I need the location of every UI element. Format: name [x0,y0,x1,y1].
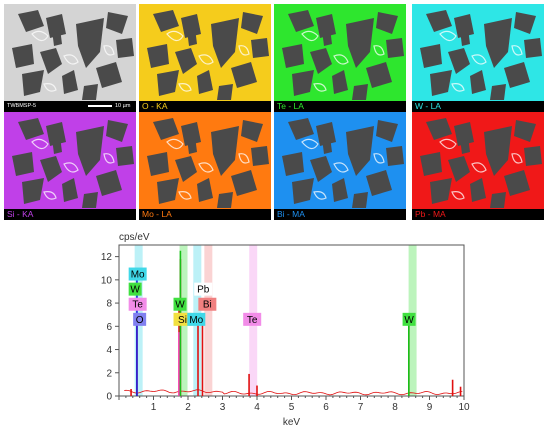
element-label-text: Pb [197,285,210,296]
element-map-caption: O - KA [142,101,168,111]
eds-spectrum-chart: 0 2 4 6 8 10 12 1 2 3 4 5 6 7 8 9 10 cps/eV keV Mo W Te O W Si Pb… [86,228,476,435]
element-label: W [128,282,142,296]
y-tick-label: 10 [101,275,113,286]
element-label-box [133,312,147,326]
x-tick-label: 10 [458,402,470,413]
element-label-text: W [175,300,185,311]
element-label-box [402,312,416,326]
element-label-box [243,312,262,326]
element-label: Mo [187,312,206,326]
y-axis-title: cps/eV [119,232,150,243]
x-tick-label: 9 [427,402,433,413]
caption-bar [274,101,406,112]
element-label: O [133,312,147,326]
map-image [4,4,136,101]
element-map-caption: Pb - MA [415,209,446,219]
element-map-w: W - LA [412,4,544,112]
map-image [4,112,136,209]
element-map-pb: Pb - MA [412,112,544,220]
x-tick-label: 8 [392,402,398,413]
x-tick-label: 7 [358,402,364,413]
element-label-text: W [404,315,414,326]
sample-id-label: TWBMSP-5 [7,103,37,109]
x-axis-title: keV [283,417,301,428]
y-tick-label: 12 [101,252,113,263]
y-tick-label: 6 [106,322,112,333]
scale-bar [88,105,112,107]
caption-bar [274,209,406,220]
x-tick-label: 3 [220,402,226,413]
y-tick-label: 8 [106,299,112,310]
y-tick-label: 4 [106,345,112,356]
element-map-caption: Si - KA [7,209,34,219]
element-label-box [128,282,142,296]
element-map-caption: Mo - LA [142,209,172,219]
element-label-text: O [136,315,144,326]
element-map-te: Te - LA [274,4,406,112]
element-label-box [128,297,147,311]
caption-bar [4,209,136,220]
caption-bar [412,101,544,112]
map-image [412,4,544,101]
x-tick-label: 2 [185,402,191,413]
element-label: W [173,297,187,311]
element-label-box [128,267,147,281]
element-label-text: W [130,285,140,296]
element-label-text: Mo [189,315,203,326]
caption-bar [139,209,271,220]
element-map-caption: Bi - MA [277,209,305,219]
element-label-text: Mo [131,270,145,281]
element-label-box [173,312,192,326]
element-label-text: Bi [203,300,212,311]
element-map-caption: W - LA [415,101,441,111]
map-image [139,4,271,101]
element-label: Te [243,312,262,326]
element-map-mo: Mo - LA [139,112,271,220]
x-tick-label: 1 [151,402,157,413]
element-map-si: Si - KA [4,112,136,220]
caption-bar [139,101,271,112]
element-line-band [204,245,213,396]
element-label-text: Te [247,315,258,326]
map-image [412,112,544,209]
element-label: Bi [198,297,217,311]
y-tick-label: 2 [106,368,112,379]
element-label-box [194,282,213,296]
element-label-text: Si [178,315,187,326]
element-label-box [187,312,206,326]
element-map-bi: Bi - MA [274,112,406,220]
caption-bar [4,101,136,112]
element-label-text: Te [132,300,143,311]
element-label: Pb [194,282,213,296]
map-image [274,4,406,101]
x-tick-label: 4 [254,402,260,413]
x-tick-label: 6 [323,402,329,413]
element-map-o: O - KA [139,4,271,112]
element-label: Te [128,297,147,311]
element-map-se: TWBMSP-5 10 µm [4,4,136,112]
element-map-caption: Te - LA [277,101,304,111]
map-image [139,112,271,209]
map-image [274,112,406,209]
caption-bar [412,209,544,220]
y-tick-label: 0 [106,392,112,403]
scale-bar-label: 10 µm [115,103,131,109]
element-label: Mo [128,267,147,281]
element-label: W [402,312,416,326]
element-label: Si [173,312,192,326]
element-label-box [198,297,217,311]
element-label-box [173,297,187,311]
x-tick-label: 5 [289,402,295,413]
